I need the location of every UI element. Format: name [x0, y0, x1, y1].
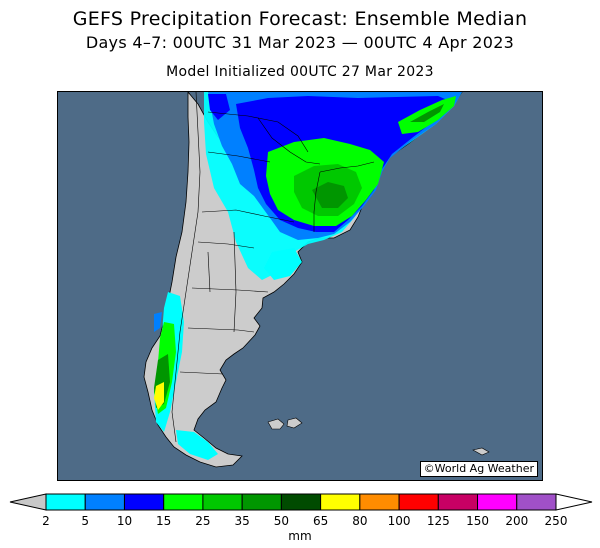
map-canvas	[58, 92, 543, 481]
colorbar-tick-label: 5	[81, 514, 89, 528]
colorbar-tick-label: 100	[388, 514, 411, 528]
colorbar-tick-label: 150	[466, 514, 489, 528]
colorbar-tick-label: 10	[117, 514, 132, 528]
colorbar-swatch	[478, 494, 517, 510]
south-georgia-island	[473, 448, 489, 455]
colorbar-tick-label: 65	[313, 514, 328, 528]
precip-andes-blue	[154, 312, 162, 332]
colorbar	[0, 490, 600, 516]
colorbar-swatch	[321, 494, 360, 510]
map-credit: ©World Ag Weather	[420, 461, 538, 477]
colorbar-swatch	[85, 494, 124, 510]
colorbar-tick-label: 25	[195, 514, 210, 528]
colorbar-swatch	[438, 494, 477, 510]
model-init-time: Model Initialized 00UTC 27 Mar 2023	[0, 64, 600, 80]
colorbar-tick-label: 2	[42, 514, 50, 528]
colorbar-swatch	[242, 494, 281, 510]
colorbar-tick-label: 50	[274, 514, 289, 528]
colorbar-below-min-arrow	[10, 494, 46, 510]
map-title: GEFS Precipitation Forecast: Ensemble Me…	[0, 8, 600, 30]
colorbar-swatch	[360, 494, 399, 510]
colorbar-swatch	[164, 494, 203, 510]
colorbar-tick-label: 250	[545, 514, 568, 528]
colorbar-tick-label: 35	[235, 514, 250, 528]
colorbar-swatch	[281, 494, 320, 510]
colorbar-units: mm	[288, 529, 311, 543]
forecast-period: Days 4–7: 00UTC 31 Mar 2023 — 00UTC 4 Ap…	[0, 33, 600, 52]
falkland-islands	[268, 418, 302, 429]
colorbar-above-max-arrow	[556, 494, 592, 510]
colorbar-tick-label: 125	[427, 514, 450, 528]
colorbar-tick-label: 80	[352, 514, 367, 528]
colorbar-swatches	[10, 494, 592, 510]
colorbar-swatch	[517, 494, 556, 510]
colorbar-swatch	[46, 494, 85, 510]
colorbar-tick-label: 15	[156, 514, 171, 528]
colorbar-tick-label: 200	[505, 514, 528, 528]
precipitation-map: ©World Ag Weather	[57, 91, 543, 481]
colorbar-swatch	[203, 494, 242, 510]
colorbar-swatch	[124, 494, 163, 510]
colorbar-swatch	[399, 494, 438, 510]
